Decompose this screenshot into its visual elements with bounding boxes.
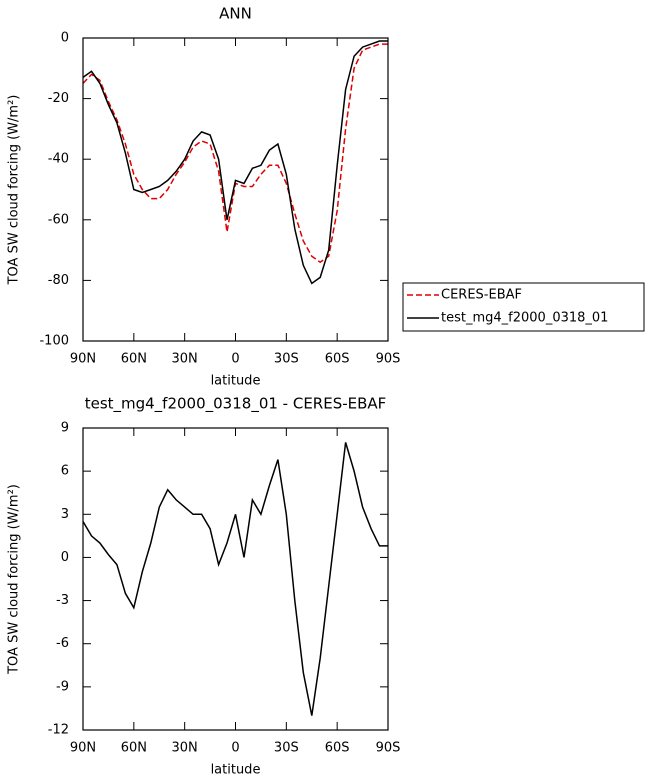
data-line xyxy=(82,40,388,285)
y-tick-label: -20 xyxy=(48,91,69,106)
x-tick-label: 90N xyxy=(70,741,96,756)
x-tick-label: 90S xyxy=(376,352,401,367)
y-tick-label: 3 xyxy=(61,507,69,522)
y-tick-label: -60 xyxy=(48,212,69,227)
x-tick-label: 60S xyxy=(325,741,350,756)
y-axis-label: TOA SW cloud forcing (W/m²) xyxy=(7,95,22,286)
y-tick-label: 0 xyxy=(61,31,69,46)
data-line xyxy=(82,442,388,716)
y-tick-label: -6 xyxy=(56,636,69,651)
x-tick-label: 60N xyxy=(121,741,147,756)
y-tick-label: -12 xyxy=(48,723,69,738)
x-tick-label: 30N xyxy=(172,741,198,756)
y-tick-label: -9 xyxy=(56,679,69,694)
y-tick-label: 6 xyxy=(61,464,69,479)
chart-title: ANN xyxy=(219,5,252,23)
x-tick-label: 30N xyxy=(172,352,198,367)
x-tick-label: 0 xyxy=(231,352,239,367)
legend-label: CERES-EBAF xyxy=(441,288,522,303)
y-tick-label: -40 xyxy=(48,152,69,167)
y-tick-label: -3 xyxy=(56,593,69,608)
x-tick-label: 60S xyxy=(325,352,350,367)
y-tick-label: 9 xyxy=(61,421,69,436)
legend-label: test_mg4_f2000_0318_01 xyxy=(441,311,608,326)
x-tick-label: 90S xyxy=(376,741,401,756)
x-tick-label: 0 xyxy=(231,741,239,756)
y-axis-label: TOA SW cloud forcing (W/m²) xyxy=(7,484,22,675)
x-tick-label: 60N xyxy=(121,352,147,367)
y-tick-label: -100 xyxy=(39,334,69,349)
y-tick-label: 0 xyxy=(61,550,69,565)
legend-box xyxy=(402,282,645,332)
data-line xyxy=(82,43,388,264)
chart-title: test_mg4_f2000_0318_01 - CERES-EBAF xyxy=(85,395,387,414)
x-axis-label: latitude xyxy=(211,374,261,389)
x-tick-label: 90N xyxy=(70,352,96,367)
x-tick-label: 30S xyxy=(274,352,299,367)
x-axis-label: latitude xyxy=(211,763,261,778)
y-tick-label: -80 xyxy=(48,273,69,288)
x-tick-label: 30S xyxy=(274,741,299,756)
plot-frame xyxy=(82,37,389,342)
